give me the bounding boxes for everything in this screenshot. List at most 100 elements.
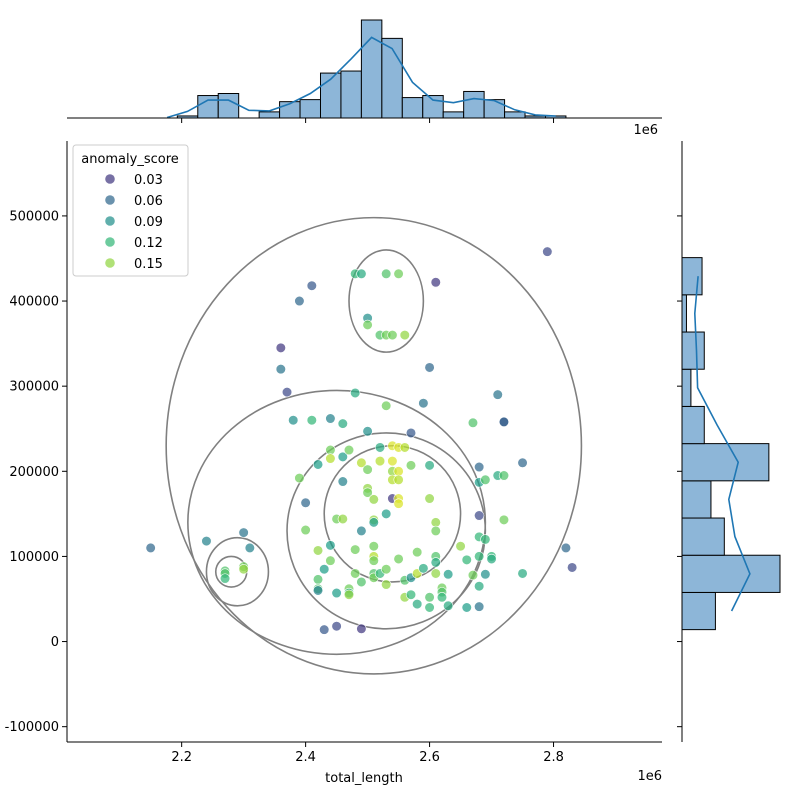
scatter-point (424, 460, 435, 471)
scatter-point (356, 457, 367, 468)
scatter-point (405, 460, 417, 471)
top-histogram-bar (299, 99, 321, 119)
scatter-point (492, 389, 503, 400)
top-marginal-histogram (67, 19, 662, 123)
legend-marker (105, 216, 115, 226)
top-histogram-bar (442, 111, 465, 119)
scatter-point (474, 461, 485, 473)
scatter-point (430, 517, 441, 528)
right-histogram-bar (681, 405, 705, 445)
scatter-point (405, 589, 417, 600)
right-histogram-bar (681, 554, 781, 593)
top-kde-line (166, 36, 556, 119)
kde-contours (165, 216, 583, 675)
scatter-point (387, 329, 398, 341)
scatter-point (474, 551, 485, 562)
scatter-point (337, 451, 348, 462)
scatter-point (399, 442, 410, 453)
scatter-point (368, 517, 379, 528)
scatter-point (393, 498, 404, 509)
legend-label: 0.15 (134, 257, 163, 272)
top-histogram-bar (360, 19, 383, 119)
top-offset-text: 1e6 (633, 123, 658, 138)
x-tick-label: 2.4 (295, 750, 316, 765)
legend: anomaly_score 0.03 0.06 0.09 0.12 0.15 (72, 144, 189, 277)
scatter-point (219, 573, 231, 584)
scatter-point (381, 400, 392, 411)
scatter-point (480, 534, 491, 545)
scatter-point (387, 455, 398, 467)
scatter-point (560, 542, 572, 554)
scatter-point (443, 569, 454, 580)
top-histogram-bar (504, 111, 526, 119)
scatter-point (362, 464, 373, 475)
y-axis-ticks: -100000 0 100000 200000 300000 400000 500000 (5, 209, 67, 735)
scatter-point (405, 427, 417, 439)
scatter-point (467, 570, 479, 581)
y-tick-label: 0 (51, 635, 59, 650)
scatter-point (480, 569, 491, 580)
scatter-point (331, 621, 342, 632)
scatter-point (443, 600, 454, 611)
scatter-point (567, 562, 578, 573)
scatter-point (337, 418, 348, 429)
scatter-point (399, 329, 410, 341)
scatter-point (325, 453, 336, 464)
scatter-point (517, 457, 528, 468)
top-histogram-bar (463, 90, 485, 119)
scatter-point (461, 554, 472, 565)
scatter-point (381, 268, 392, 279)
scatter-point (319, 564, 330, 575)
scatter-point (424, 362, 435, 373)
scatter-point (393, 553, 404, 565)
legend-title: anomaly_score (81, 152, 179, 167)
scatter-point (362, 319, 373, 330)
scatter-point (393, 268, 404, 279)
scatter-point (517, 568, 528, 579)
top-histogram-bar (258, 111, 281, 119)
y-tick-label: -100000 (5, 720, 59, 735)
right-histogram-bar (681, 517, 725, 556)
top-histogram-bar (483, 99, 506, 119)
x-axis-ticks: 2.2 2.4 2.6 2.8 (171, 742, 564, 765)
top-histogram-bar (381, 37, 403, 119)
joint-plot-area: 2.2 2.4 2.6 2.8 -100000 0 100000 200000 300000 4… (5, 141, 662, 765)
scatter-point (412, 547, 423, 558)
scatter-point (238, 527, 249, 538)
x-tick-label: 2.2 (171, 750, 192, 765)
scatter-point (381, 564, 392, 575)
legend-marker (105, 237, 115, 247)
x-tick-label: 2.6 (419, 750, 440, 765)
scatter-point (312, 459, 324, 470)
legend-marker (105, 174, 115, 184)
scatter-point (430, 557, 441, 568)
scatter-point (418, 563, 429, 574)
top-histogram-bar (422, 95, 444, 119)
x-axis-title: total_length (325, 771, 403, 786)
scatter-point (498, 416, 510, 428)
scatter-point (474, 581, 485, 592)
y-tick-label: 300000 (9, 380, 59, 395)
scatter-point (343, 589, 355, 600)
scatter-point (393, 474, 404, 485)
scatter-point (424, 592, 435, 603)
legend-frame (72, 144, 189, 277)
scatter-point (412, 598, 423, 610)
scatter-point (368, 555, 379, 566)
top-histogram-bar (197, 95, 219, 119)
scatter-point (424, 602, 435, 613)
scatter-point (306, 415, 317, 426)
scatter-point (455, 541, 466, 552)
right-kde-line (693, 276, 751, 612)
scatter-point (486, 553, 497, 565)
x-tick-label: 2.8 (543, 750, 564, 765)
scatter-point (381, 508, 392, 519)
scatter-point (480, 474, 491, 485)
top-histogram-bar (340, 70, 362, 119)
scatter-point (343, 444, 355, 456)
scatter-point (436, 592, 448, 603)
scatter-point (294, 295, 305, 307)
scatter-point (362, 426, 373, 437)
scatter-point (275, 364, 286, 375)
